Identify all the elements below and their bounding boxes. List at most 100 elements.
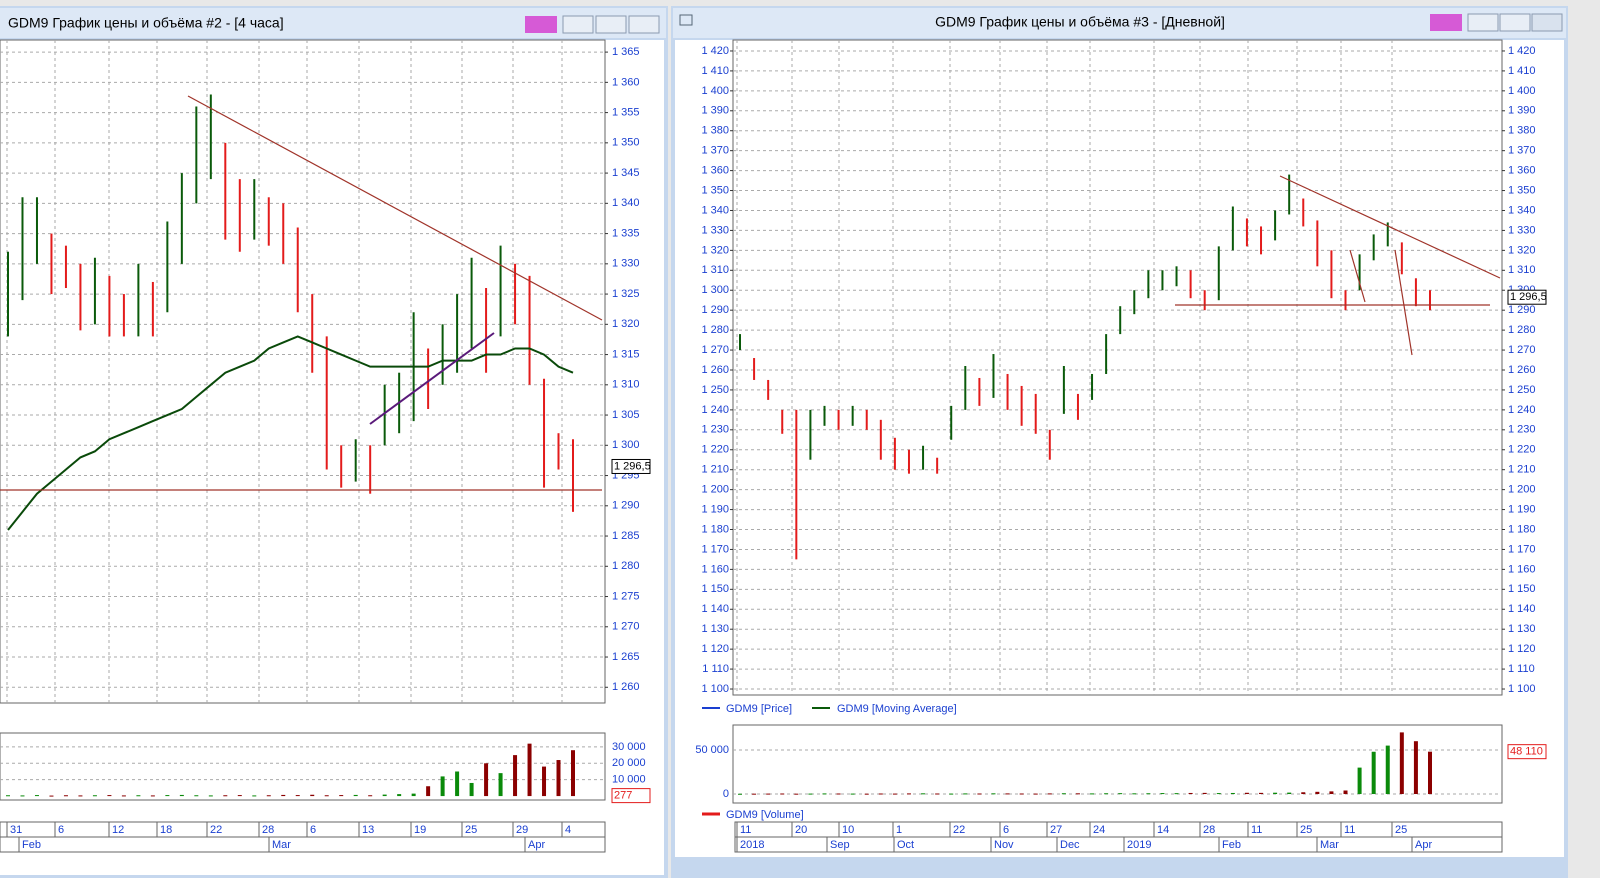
price-pane: [0, 39, 606, 704]
y-tick-label: 1 420: [1508, 45, 1536, 57]
volume-bar: [878, 793, 883, 795]
close-button[interactable]: [628, 15, 660, 34]
volume-bar: [339, 795, 344, 797]
y-tick-label: 1 230: [701, 424, 729, 436]
month-label: 2019: [1127, 839, 1151, 851]
y-tick-label: 1 290: [701, 304, 729, 316]
legend-label: GDM9 [Moving Average]: [837, 703, 957, 715]
date-label: 6: [58, 824, 64, 836]
date-label: 25: [465, 824, 477, 836]
y-tick-label: 1 410: [1508, 65, 1536, 77]
volume-bar: [1019, 793, 1024, 795]
y-tick-label: 1 260: [612, 681, 640, 693]
volume-bar: [1104, 793, 1109, 795]
volume-bar: [1287, 792, 1292, 795]
y-tick-label: 1 380: [1508, 125, 1536, 137]
y-tick-label: 1 380: [701, 125, 729, 137]
y-tick-label: 1 390: [701, 105, 729, 117]
volume-bar: [1259, 792, 1264, 795]
volume-bar: [1174, 793, 1179, 795]
y-tick-label: 1 270: [612, 621, 640, 633]
y-tick-label: 1 270: [1508, 344, 1536, 356]
y-tick-label: 1 355: [612, 106, 640, 118]
legend-label: GDM9 [Price]: [726, 703, 792, 715]
date-label: 27: [1050, 824, 1062, 836]
volume-bar: [1343, 790, 1348, 795]
y-tick-label: 1 180: [701, 523, 729, 535]
volume-bar: [571, 750, 575, 797]
y-tick-label: 1 150: [701, 583, 729, 595]
legend-label: GDM9 [Volume]: [726, 809, 804, 821]
volume-bar: [34, 795, 39, 797]
y-tick-label: 1 160: [701, 563, 729, 575]
volume-bar: [223, 795, 228, 797]
volume-bar: [121, 795, 126, 797]
y-tick-label: 1 350: [1508, 184, 1536, 196]
volume-bar: [1005, 793, 1010, 795]
y-tick-label: 1 310: [612, 379, 640, 391]
date-label: 28: [1203, 824, 1215, 836]
window-body: [0, 40, 664, 875]
close-button[interactable]: [1531, 13, 1563, 32]
volume-bar: [136, 795, 141, 797]
minimize-button[interactable]: [562, 15, 594, 34]
y-tick-label: 1 280: [1508, 324, 1536, 336]
y-tick-label: 1 320: [701, 244, 729, 256]
minimize-button[interactable]: [1467, 13, 1499, 32]
volume-bar: [150, 795, 155, 797]
volume-bar: [766, 793, 771, 795]
title-bar: [673, 8, 1566, 38]
y-tick-label: 1 275: [612, 590, 640, 602]
trend-line: [1394, 249, 1413, 356]
y-tick-label: 1 190: [701, 503, 729, 515]
y-tick-label: 1 330: [701, 224, 729, 236]
volume-bar: [455, 771, 460, 797]
volume-bar: [107, 795, 112, 797]
y-tick-label: 1 160: [1508, 563, 1536, 575]
price-pane: [732, 39, 1503, 696]
month-label: Apr: [528, 839, 545, 851]
month-label: Dec: [1060, 839, 1080, 851]
volume-bar: [513, 755, 518, 797]
y-tick-label: 1 100: [701, 683, 729, 695]
volume-bar: [892, 793, 897, 795]
volume-bar: [1132, 793, 1137, 795]
last-value-label: 1 296,5: [614, 460, 651, 472]
y-tick-label: 1 300: [701, 284, 729, 296]
last-value-label: 1 296,5: [1510, 291, 1547, 303]
maximize-button[interactable]: [595, 15, 627, 34]
y-tick-label: 1 360: [1508, 165, 1536, 177]
month-label: Feb: [22, 839, 41, 851]
volume-bar: [780, 793, 785, 795]
link-button[interactable]: [1430, 14, 1462, 31]
volume-bar: [542, 766, 547, 797]
date-label: 10: [842, 824, 854, 836]
y-tick-label: 1 280: [612, 560, 640, 572]
y-tick-label: 1 150: [1508, 583, 1536, 595]
date-label: 6: [310, 824, 316, 836]
volume-bar: [794, 793, 799, 795]
month-label: Nov: [994, 839, 1014, 851]
volume-bar: [935, 793, 940, 795]
maximize-button[interactable]: [1499, 13, 1531, 32]
y-tick-label: 1 340: [1508, 204, 1536, 216]
volume-bar: [836, 793, 841, 795]
date-label: 11: [740, 824, 751, 836]
y-tick-label: 1 365: [612, 46, 640, 58]
volume-bar: [808, 793, 813, 795]
volume-bar: [78, 795, 83, 797]
date-label: 29: [516, 824, 528, 836]
volume-bar: [949, 793, 954, 795]
volume-bar: [1202, 792, 1207, 795]
volume-pane: [0, 732, 606, 801]
date-label: 18: [160, 824, 172, 836]
y-tick-label: 1 100: [1508, 683, 1536, 695]
volume-bar: [281, 794, 286, 797]
link-button[interactable]: [525, 16, 557, 33]
volume-bar: [1075, 793, 1080, 795]
date-label: 14: [1157, 824, 1169, 836]
volume-bar: [906, 793, 911, 795]
volume-bar: [179, 794, 184, 797]
y-tick-label: 1 320: [1508, 244, 1536, 256]
y-tick-label: 1 360: [612, 76, 640, 88]
